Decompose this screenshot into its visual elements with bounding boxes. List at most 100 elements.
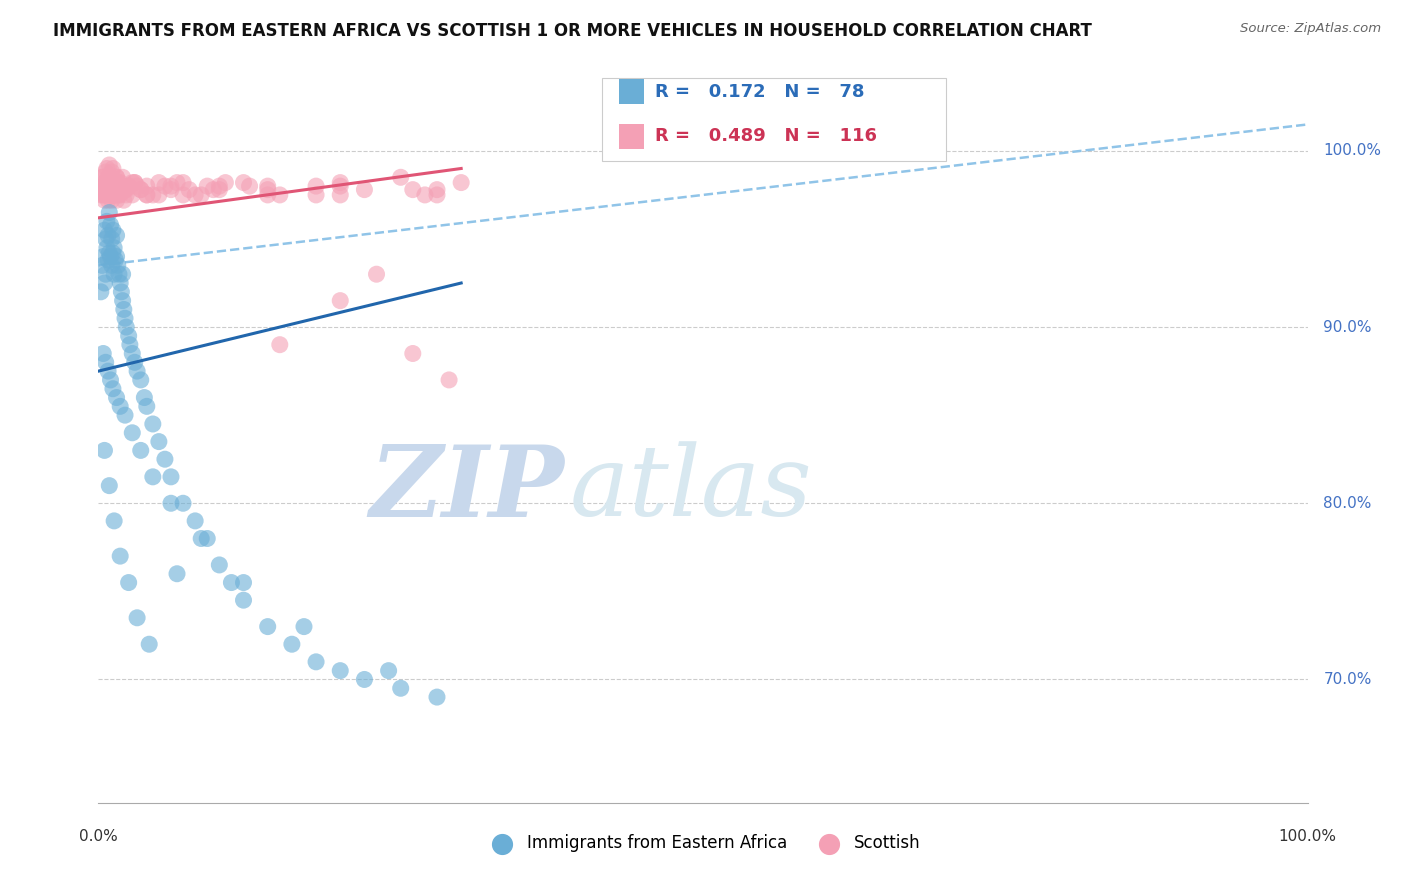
Point (208, 179, 231, 194)
Point (115, 320, 138, 334)
Point (281, 637, 304, 651)
Point (100, 183, 122, 197)
Point (353, 183, 375, 197)
Point (426, 690, 449, 704)
Point (98, 246, 121, 260)
Point (110, 285, 132, 299)
Point (101, 223, 124, 237)
Point (114, 311, 136, 326)
Point (202, 183, 225, 197)
Point (402, 183, 425, 197)
Point (108, 188, 131, 202)
Point (103, 241, 125, 255)
Point (96, 241, 118, 255)
Point (93, 193, 115, 207)
Point (100, 188, 122, 202)
Point (96, 214, 118, 228)
Point (172, 188, 194, 202)
Point (166, 176, 188, 190)
Point (103, 183, 125, 197)
Point (208, 183, 231, 197)
Point (100, 165, 122, 179)
Point (91, 188, 114, 202)
Point (426, 188, 449, 202)
Point (101, 382, 124, 396)
Point (104, 188, 127, 202)
Point (166, 566, 188, 581)
Point (114, 183, 136, 197)
Point (127, 179, 149, 194)
Point (142, 470, 165, 484)
Point (96, 179, 118, 194)
Point (107, 259, 129, 273)
Point (190, 188, 212, 202)
Point (97, 193, 120, 207)
Point (96, 161, 118, 176)
Point (329, 188, 352, 202)
Point (329, 176, 352, 190)
Point (108, 267, 131, 281)
Point (114, 408, 136, 422)
Point (91, 250, 114, 264)
Point (402, 346, 425, 360)
Point (100, 250, 122, 264)
Point (103, 176, 125, 190)
Text: R =   0.172   N =   78: R = 0.172 N = 78 (655, 83, 865, 101)
Point (93, 188, 115, 202)
Point (101, 161, 124, 176)
Point (292, 619, 315, 633)
Point (305, 188, 328, 202)
Point (160, 470, 183, 484)
Point (108, 188, 131, 202)
Point (110, 183, 132, 197)
Point (239, 179, 262, 194)
Point (366, 267, 388, 281)
Point (135, 188, 157, 202)
Point (148, 434, 170, 449)
Point (389, 681, 412, 696)
Point (107, 179, 129, 194)
Point (111, 170, 134, 185)
Point (94, 188, 117, 202)
Point (190, 532, 212, 546)
Point (269, 188, 291, 202)
Point (305, 655, 328, 669)
Point (108, 179, 131, 194)
Point (94, 232, 117, 246)
Point (97, 170, 120, 185)
Point (112, 302, 135, 317)
Point (256, 188, 278, 202)
Point (256, 179, 278, 194)
Point (184, 514, 207, 528)
Text: 70.0%: 70.0% (1323, 672, 1372, 687)
Point (105, 250, 128, 264)
Point (129, 373, 152, 387)
Point (93, 443, 115, 458)
Point (118, 179, 141, 194)
Point (118, 337, 141, 351)
Point (329, 293, 352, 308)
Point (142, 188, 165, 202)
Point (112, 193, 135, 207)
Point (91, 170, 114, 185)
Point (172, 176, 194, 190)
Point (91, 179, 114, 194)
Point (103, 514, 125, 528)
Point (232, 575, 254, 590)
Point (105, 228, 128, 243)
Point (256, 183, 278, 197)
Point (90, 285, 112, 299)
Point (389, 170, 412, 185)
Point (148, 176, 170, 190)
Point (118, 179, 141, 194)
Point (97, 183, 120, 197)
Text: 90.0%: 90.0% (1323, 319, 1372, 334)
Point (142, 417, 165, 431)
Point (135, 188, 157, 202)
Point (184, 188, 207, 202)
Point (97, 183, 120, 197)
Point (232, 176, 254, 190)
Point (100, 232, 122, 246)
Point (129, 443, 152, 458)
Point (437, 373, 460, 387)
